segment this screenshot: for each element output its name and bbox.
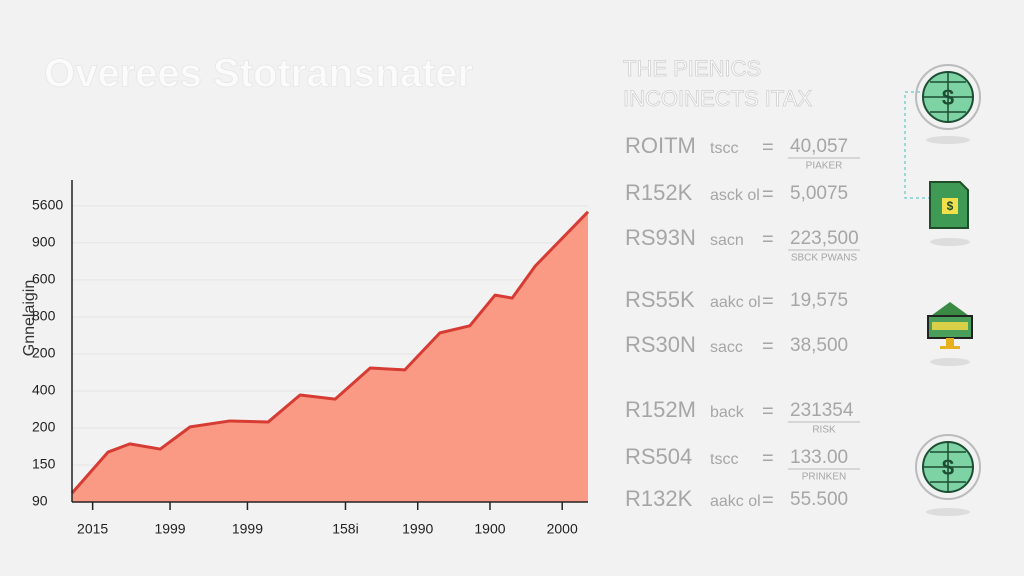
x-tick-label: 158i [332, 521, 358, 537]
row-value: 5,0075 [790, 183, 848, 204]
svg-text:$: $ [942, 455, 954, 480]
chart-title: Overees Stotransnater [44, 52, 473, 96]
row-value: 223,500 [790, 228, 859, 249]
row-sign: = [762, 447, 774, 469]
tax-panel: THE PIENICS INCOINECTS ITAX ROITM tscc = 40,0… [623, 55, 860, 511]
row-sign: = [762, 136, 774, 158]
row-sign: = [762, 400, 774, 422]
row-label: RS30N [625, 332, 696, 357]
document-icon: $ [929, 181, 970, 246]
row-text: aakc ol [710, 493, 761, 510]
connector [904, 91, 930, 199]
row-text: asck ol [710, 187, 760, 204]
row-note: PRINKEN [802, 472, 846, 483]
row-sign: = [762, 335, 774, 357]
panel-heading: INCOINECTS ITAX [623, 86, 812, 111]
x-tick-label: 1999 [232, 521, 263, 537]
row-sign: = [762, 290, 774, 312]
svg-text:$: $ [942, 85, 954, 110]
y-tick-label: 200 [32, 345, 56, 361]
row-label: R132K [625, 486, 693, 511]
monitor-icon [927, 302, 973, 366]
row-label: R152M [625, 397, 696, 422]
row-label: RS93N [625, 225, 696, 250]
y-tick-label: 900 [32, 234, 56, 250]
row-sign: = [762, 183, 774, 205]
row-text: tscc [710, 140, 738, 157]
y-tick-label: 200 [32, 419, 56, 435]
row-text: tscc [710, 451, 738, 468]
row-label: RS55K [625, 287, 695, 312]
line [70, 210, 590, 495]
row-note: PIAKER [806, 161, 843, 172]
row-label: R152K [625, 180, 693, 205]
x-tick-label: 2015 [77, 521, 108, 537]
y-tick-label: 150 [32, 456, 56, 472]
plot-area: 90 150 200 400 200 800 600 900 5600 2015 1999 1999 1… [32, 180, 590, 537]
x-tick-label: 1990 [402, 521, 433, 537]
svg-text:$: $ [947, 199, 954, 213]
y-tick-label: 400 [32, 382, 56, 398]
y-tick-label: 800 [32, 308, 56, 324]
row-label: RS504 [625, 444, 692, 469]
row-text: back [710, 404, 745, 421]
row-text: sacn [710, 232, 744, 249]
row-value: 40,057 [790, 136, 848, 157]
x-tick-label: 1900 [474, 521, 505, 537]
row-sign: = [762, 489, 774, 511]
row-note: RISK [812, 425, 836, 436]
x-tick-label: 2000 [547, 521, 578, 537]
row-text: sacc [710, 339, 743, 356]
y-tick-label: 90 [32, 493, 48, 509]
panel-heading: THE PIENICS [623, 56, 761, 81]
row-note: SBCK PWANS [791, 253, 858, 264]
row-text: aakc ol [710, 294, 761, 311]
x-tick-label: 1999 [154, 521, 185, 537]
area [72, 211, 588, 502]
y-axis-label: Gnnelaigin [21, 280, 38, 357]
row-value: 38,500 [790, 335, 848, 356]
row-label: ROITM [625, 133, 696, 158]
y-tick-label: 5600 [32, 197, 63, 213]
row-value: 55.500 [790, 489, 848, 510]
y-tick-label: 600 [32, 271, 56, 287]
globe-icon: $ [915, 64, 981, 144]
row-value: 133.00 [790, 447, 848, 468]
row-value: 19,575 [790, 290, 848, 311]
row-sign: = [762, 228, 774, 250]
globe-icon: $ [915, 434, 981, 516]
row-value: 231354 [790, 400, 854, 421]
